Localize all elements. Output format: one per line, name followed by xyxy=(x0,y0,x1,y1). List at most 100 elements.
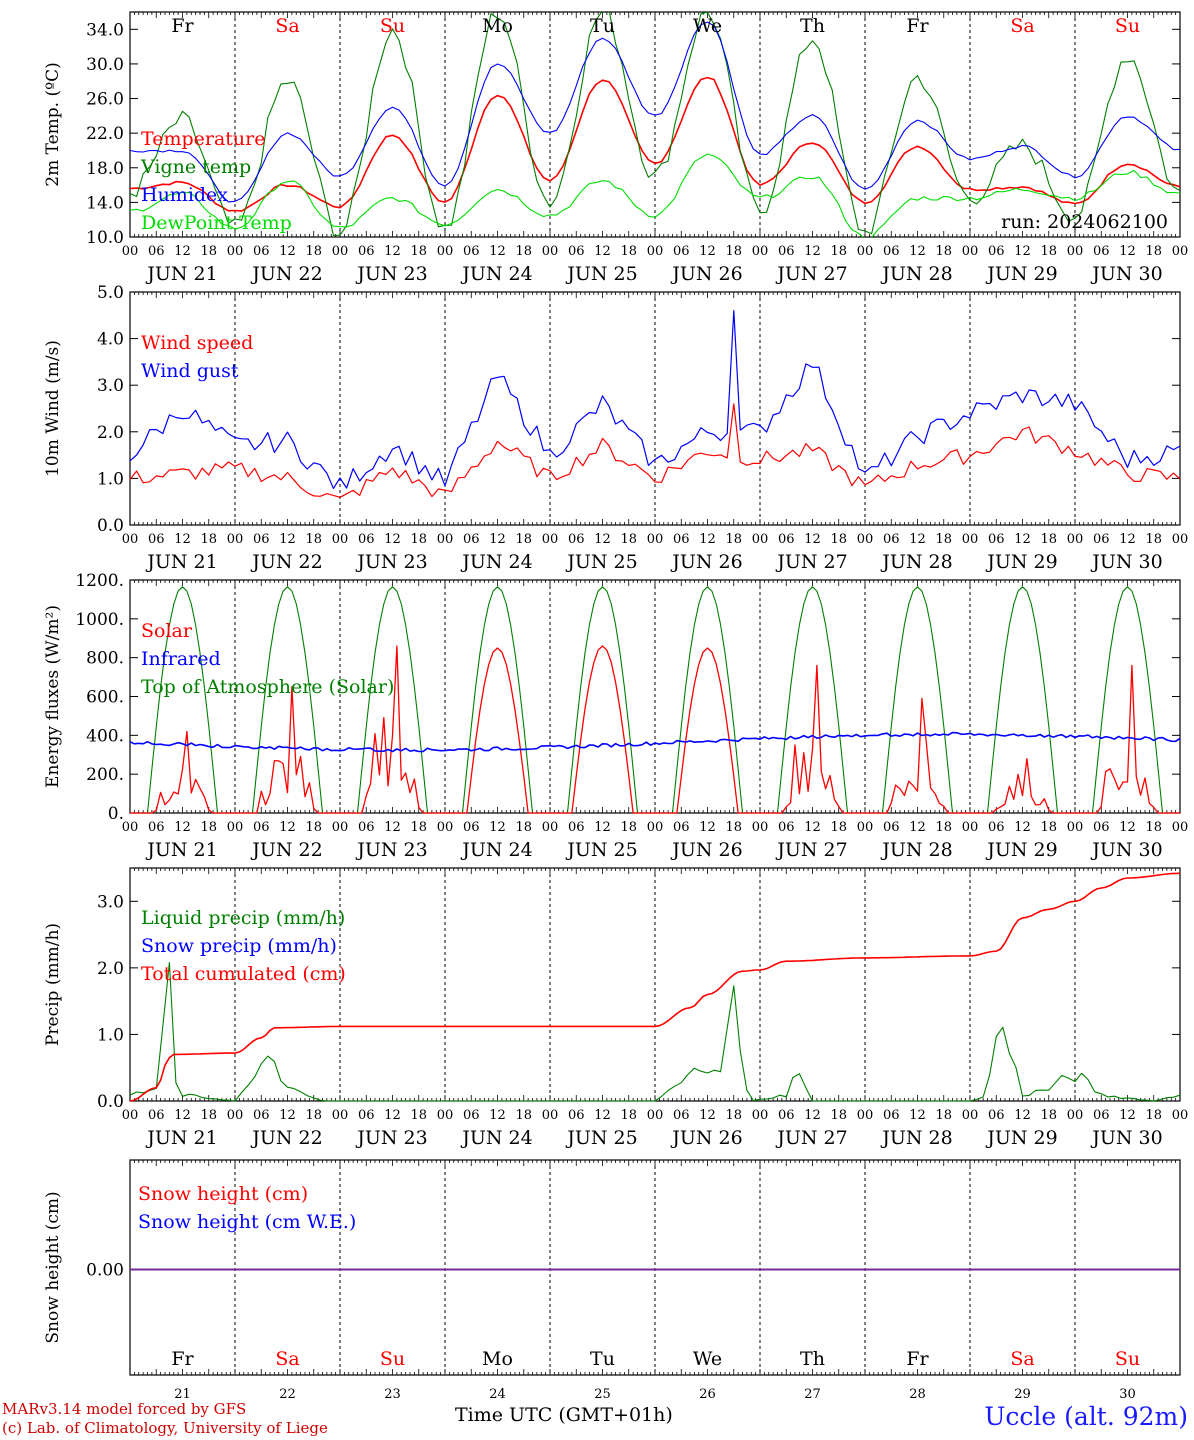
hour-tick-label: 18 xyxy=(620,820,637,835)
hour-tick-label: 18 xyxy=(515,1108,532,1123)
hour-tick-label: 18 xyxy=(410,532,427,547)
hour-tick-label: 06 xyxy=(778,820,795,835)
day-label: JUN 22 xyxy=(250,263,322,285)
day-label: JUN 21 xyxy=(145,551,217,573)
y-tick-label: 800. xyxy=(86,649,124,669)
hour-tick-label: 12 xyxy=(1119,244,1136,259)
hour-tick-label: 00 xyxy=(437,532,454,547)
hour-tick-label: 06 xyxy=(778,1108,795,1123)
hour-tick-label: 06 xyxy=(358,532,375,547)
day-label: JUN 23 xyxy=(355,263,427,285)
series-dewpoint-temp xyxy=(130,153,1180,237)
hour-tick-label: 18 xyxy=(305,1108,322,1123)
hour-tick-label: 12 xyxy=(489,820,506,835)
hour-tick-label: 06 xyxy=(1093,244,1110,259)
hour-tick-label: 12 xyxy=(594,244,611,259)
legend-entry-1: Humidex xyxy=(141,184,228,206)
plot-frame-1 xyxy=(129,11,1181,238)
day-label: JUN 30 xyxy=(1090,839,1162,861)
y-tick-label: 200. xyxy=(86,765,124,785)
hour-tick-label: 00 xyxy=(857,244,874,259)
hour-tick-label: 18 xyxy=(725,532,742,547)
hour-tick-label: 18 xyxy=(200,1108,217,1123)
hour-tick-label: 00 xyxy=(1172,244,1189,259)
hour-tick-label: 00 xyxy=(227,820,244,835)
day-label: JUN 29 xyxy=(985,551,1057,573)
series-wind-speed xyxy=(129,403,1181,498)
day-label: JUN 28 xyxy=(880,839,952,861)
day-number-label: 22 xyxy=(279,1387,296,1402)
y-tick-label: 1000. xyxy=(75,610,124,630)
y-tick-label: 3.0 xyxy=(97,376,124,396)
hour-tick-label: 18 xyxy=(1145,244,1162,259)
hour-tick-label: 06 xyxy=(358,820,375,835)
day-label: JUN 23 xyxy=(355,839,427,861)
weekday-label: Sa xyxy=(1010,15,1034,37)
hour-tick-label: 18 xyxy=(830,532,847,547)
hour-tick-label: 00 xyxy=(857,532,874,547)
y-tick-label: 2.0 xyxy=(97,423,124,443)
day-label: JUN 21 xyxy=(145,839,217,861)
y-tick-label: 1200. xyxy=(75,571,124,591)
legend-entry-4: Total cumulated (cm) xyxy=(141,963,346,985)
hour-tick-label: 00 xyxy=(332,1108,349,1123)
hour-tick-label: 18 xyxy=(725,244,742,259)
hour-tick-label: 06 xyxy=(568,532,585,547)
hour-tick-label: 06 xyxy=(883,820,900,835)
hour-tick-label: 18 xyxy=(515,532,532,547)
day-label: JUN 22 xyxy=(250,1127,322,1149)
day-label: JUN 27 xyxy=(775,839,847,861)
hour-tick-label: 12 xyxy=(804,820,821,835)
day-label: JUN 27 xyxy=(775,263,847,285)
day-label: JUN 25 xyxy=(565,839,637,861)
hour-tick-label: 18 xyxy=(725,1108,742,1123)
hour-tick-label: 00 xyxy=(1172,820,1189,835)
hour-tick-label: 12 xyxy=(1014,1108,1031,1123)
hour-tick-label: 18 xyxy=(1145,820,1162,835)
weekday-label: Sa xyxy=(275,15,299,37)
day-number-label: 21 xyxy=(174,1387,191,1402)
day-label: JUN 29 xyxy=(985,839,1057,861)
hour-tick-label: 00 xyxy=(542,532,559,547)
day-label: JUN 22 xyxy=(250,551,322,573)
hour-tick-label: 18 xyxy=(1145,532,1162,547)
hour-tick-label: 06 xyxy=(568,244,585,259)
y-tick-label: 10.0 xyxy=(86,228,124,248)
day-label: JUN 25 xyxy=(565,551,637,573)
hour-tick-label: 18 xyxy=(620,1108,637,1123)
day-number-label: 30 xyxy=(1119,1387,1136,1402)
hour-tick-label: 00 xyxy=(1172,1108,1189,1123)
hour-tick-label: 00 xyxy=(227,1108,244,1123)
hour-tick-label: 00 xyxy=(1172,532,1189,547)
legend-entry-1: Temperature xyxy=(141,128,265,150)
y-tick-label: 18.0 xyxy=(86,159,124,179)
hour-tick-label: 06 xyxy=(778,244,795,259)
hour-tick-label: 00 xyxy=(437,820,454,835)
day-number-label: 27 xyxy=(804,1387,821,1402)
hour-tick-label: 00 xyxy=(437,244,454,259)
y-axis-label-5: Snow height (cm) xyxy=(43,1191,63,1343)
day-number-label: 24 xyxy=(489,1387,506,1402)
hour-tick-label: 00 xyxy=(332,532,349,547)
hour-tick-label: 18 xyxy=(410,244,427,259)
hour-tick-label: 18 xyxy=(515,820,532,835)
hour-tick-label: 12 xyxy=(594,532,611,547)
hour-tick-label: 18 xyxy=(200,820,217,835)
hour-tick-label: 06 xyxy=(253,244,270,259)
hour-tick-label: 06 xyxy=(463,244,480,259)
y-axis-label-2: 10m Wind (m/s) xyxy=(43,340,63,477)
hour-tick-label: 18 xyxy=(935,1108,952,1123)
hour-tick-label: 18 xyxy=(725,820,742,835)
hour-tick-label: 00 xyxy=(542,820,559,835)
series-total-cumulated xyxy=(129,872,1181,1102)
hour-tick-label: 12 xyxy=(1119,532,1136,547)
hour-tick-label: 00 xyxy=(227,244,244,259)
day-label: JUN 23 xyxy=(355,551,427,573)
hour-tick-label: 00 xyxy=(122,244,139,259)
hour-tick-label: 12 xyxy=(174,244,191,259)
hour-tick-label: 00 xyxy=(962,244,979,259)
hour-tick-label: 00 xyxy=(437,1108,454,1123)
day-label: JUN 29 xyxy=(985,1127,1057,1149)
day-label: JUN 26 xyxy=(670,839,742,861)
hour-tick-label: 06 xyxy=(673,1108,690,1123)
